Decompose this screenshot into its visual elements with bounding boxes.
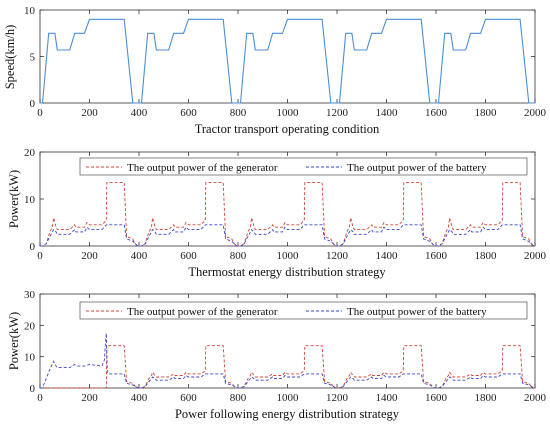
following-x-tick-label: 1600	[425, 392, 448, 404]
thermostat-legend-box	[79, 157, 528, 176]
following-x-tick-label: 1000	[277, 392, 300, 404]
speed-x-tick-label: 1000	[277, 107, 300, 119]
speed-y-axis-label: Speed(km/h)	[3, 25, 17, 90]
thermostat-bat-series-line	[40, 224, 535, 247]
thermostat-x-tick-label: 1200	[326, 250, 349, 262]
following-legend-generator-label: The output power of the generator	[127, 306, 278, 318]
following-x-tick-label: 600	[180, 392, 197, 404]
thermostat-x-axis-label: Thermostat energy distribution strategy	[188, 265, 386, 279]
thermostat-x-tick-label: 1800	[475, 250, 498, 262]
following-ticks: 0 200 400 600 800 1000 1200 1400 1600 1800 2000 0 10…	[24, 289, 547, 404]
speed-y-tick-label: 10	[24, 5, 36, 17]
thermostat-lines	[40, 182, 535, 247]
thermostat-legend: The output power of the generator The ou…	[79, 157, 528, 176]
speed-x-tick-label: 0	[37, 107, 43, 119]
speed-lines	[40, 18, 535, 104]
speed-x-tick-label: 200	[81, 107, 98, 119]
thermostat-x-tick-label: 200	[81, 250, 98, 262]
following-x-tick-label: 800	[230, 392, 247, 404]
following-x-tick-label: 1400	[376, 392, 399, 404]
speed-x-axis-label: Tractor transport operating condition	[195, 122, 380, 136]
following-chart: 0 200 400 600 800 1000 1200 1400 1600 1800 2000 0 10…	[7, 289, 547, 421]
thermostat-x-tick-label: 0	[37, 250, 43, 262]
speed-speed-series-line	[40, 18, 535, 104]
following-y-tick-label: 30	[24, 289, 36, 301]
following-x-tick-label: 2000	[524, 392, 547, 404]
following-gen-series-line	[40, 345, 535, 389]
thermostat-y-tick-label: 0	[30, 241, 36, 253]
following-x-tick-label: 1200	[326, 392, 349, 404]
speed-ticks: 0 200 400 600 800 1000 1200 1400 1600 1800 2000 0 5 1…	[24, 5, 547, 119]
thermostat-legend-generator-label: The output power of the generator	[127, 162, 278, 174]
speed-chart: 0 200 400 600 800 1000 1200 1400 1600 1800 2000 0 5 1…	[3, 5, 547, 136]
following-legend: The output power of the generator The ou…	[79, 301, 528, 320]
thermostat-x-tick-label: 1000	[277, 250, 300, 262]
thermostat-gen-series-line	[40, 182, 535, 247]
following-x-tick-label: 0	[37, 392, 43, 404]
thermostat-y-tick-label: 20	[24, 147, 36, 159]
thermostat-x-tick-label: 1400	[376, 250, 399, 262]
speed-x-tick-label: 600	[180, 107, 197, 119]
thermostat-x-tick-label: 400	[131, 250, 148, 262]
following-y-tick-label: 20	[24, 320, 36, 332]
thermostat-x-tick-label: 1600	[425, 250, 448, 262]
thermostat-x-tick-label: 800	[230, 250, 247, 262]
thermostat-y-axis-label: Power(kW)	[7, 170, 21, 228]
speed-plot-area	[39, 9, 536, 104]
thermostat-y-tick-label: 10	[24, 194, 36, 206]
following-y-tick-label: 0	[30, 383, 36, 395]
speed-x-tick-label: 400	[131, 107, 148, 119]
speed-y-tick-label: 5	[30, 52, 36, 64]
speed-x-tick-label: 1800	[475, 107, 498, 119]
thermostat-legend-battery-label: The output power of the battery	[347, 162, 487, 174]
following-x-tick-label: 1800	[475, 392, 498, 404]
following-x-axis-label: Power following energy distribution stra…	[175, 407, 400, 421]
following-lines	[40, 333, 535, 389]
thermostat-chart: 0 200 400 600 800 1000 1200 1400 1600 1800 2000 0 10…	[7, 147, 547, 279]
speed-y-tick-label: 0	[30, 98, 36, 110]
thermostat-ticks: 0 200 400 600 800 1000 1200 1400 1600 1800 2000 0 10…	[24, 147, 547, 262]
speed-x-tick-label: 1200	[326, 107, 349, 119]
following-y-axis-label: Power(kW)	[7, 312, 21, 370]
speed-x-tick-label: 1400	[376, 107, 399, 119]
thermostat-x-tick-label: 2000	[524, 250, 547, 262]
following-legend-box	[79, 301, 528, 320]
following-bat-series-line	[40, 333, 535, 389]
following-x-tick-label: 400	[131, 392, 148, 404]
thermostat-x-tick-label: 600	[180, 250, 197, 262]
speed-x-tick-label: 800	[230, 107, 247, 119]
speed-x-tick-label: 1600	[425, 107, 448, 119]
speed-x-tick-label: 2000	[524, 107, 547, 119]
following-legend-battery-label: The output power of the battery	[347, 306, 487, 318]
following-y-tick-label: 10	[24, 352, 36, 364]
following-x-tick-label: 200	[81, 392, 98, 404]
